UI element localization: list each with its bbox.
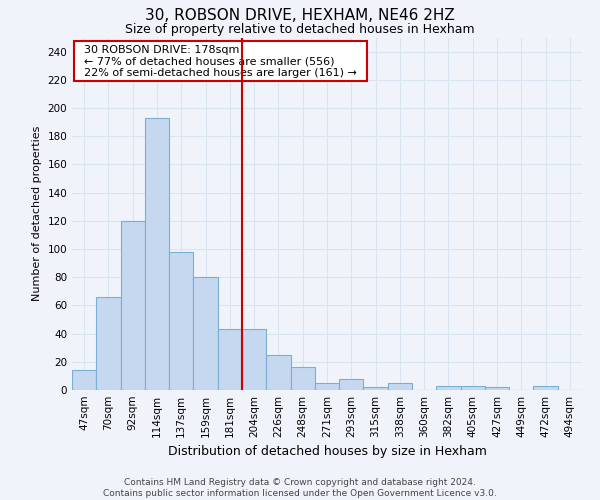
Bar: [485, 387, 509, 390]
Text: 30 ROBSON DRIVE: 178sqm  
  ← 77% of detached houses are smaller (556)  
  22% o: 30 ROBSON DRIVE: 178sqm ← 77% of detache…: [77, 44, 364, 78]
Bar: [315, 383, 339, 390]
Bar: [121, 221, 145, 390]
Bar: [242, 330, 266, 390]
Text: Contains HM Land Registry data © Crown copyright and database right 2024.
Contai: Contains HM Land Registry data © Crown c…: [103, 478, 497, 498]
Text: Size of property relative to detached houses in Hexham: Size of property relative to detached ho…: [125, 22, 475, 36]
Bar: [96, 297, 121, 390]
Bar: [218, 330, 242, 390]
Bar: [388, 383, 412, 390]
Bar: [266, 355, 290, 390]
Bar: [364, 387, 388, 390]
Bar: [461, 386, 485, 390]
Bar: [290, 368, 315, 390]
Bar: [145, 118, 169, 390]
Bar: [72, 370, 96, 390]
Y-axis label: Number of detached properties: Number of detached properties: [32, 126, 42, 302]
Bar: [339, 378, 364, 390]
Bar: [193, 277, 218, 390]
Text: 30, ROBSON DRIVE, HEXHAM, NE46 2HZ: 30, ROBSON DRIVE, HEXHAM, NE46 2HZ: [145, 8, 455, 22]
Bar: [436, 386, 461, 390]
Bar: [533, 386, 558, 390]
X-axis label: Distribution of detached houses by size in Hexham: Distribution of detached houses by size …: [167, 446, 487, 458]
Bar: [169, 252, 193, 390]
